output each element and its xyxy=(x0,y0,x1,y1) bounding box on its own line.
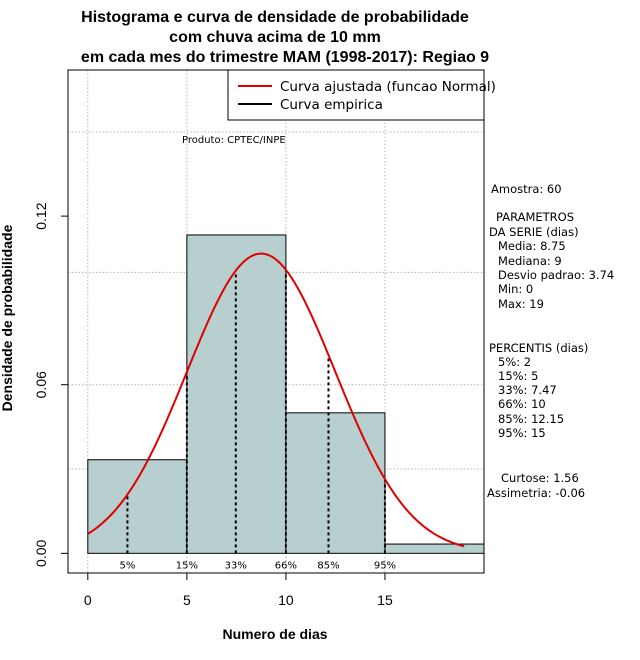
y-axis-label: Densidade de probabilidade xyxy=(0,224,15,411)
y-tick-label-2: 0.12 xyxy=(33,202,49,229)
stat-min: Min: 0 xyxy=(498,282,533,296)
producer-label: Produto: CPTEC/INPE xyxy=(182,135,286,146)
stat-perc-5: 5%: 2 xyxy=(498,355,531,369)
percentile-label-1: 15% xyxy=(176,560,198,571)
x-tick-label-2: 10 xyxy=(278,592,294,608)
stat-perc-95: 95%: 15 xyxy=(498,426,546,440)
legend-box xyxy=(227,69,485,121)
histogram-bar-2 xyxy=(285,412,386,554)
legend-fitted-label: Curva ajustada (funcao Normal) xyxy=(280,79,496,95)
chart-title-line-2: com chuva acima de 10 mm xyxy=(169,29,381,46)
x-tick-label-1: 5 xyxy=(183,592,191,608)
stat-desvio: Desvio padrao: 3.74 xyxy=(498,268,614,282)
stat-curtose: Curtose: 1.56 xyxy=(501,471,579,485)
histogram-bar-3 xyxy=(384,543,485,554)
stat-param-header-1: PARAMETROS xyxy=(496,210,574,224)
percentile-label-3: 66% xyxy=(275,560,297,571)
legend-empirical-label: Curva empirica xyxy=(280,97,383,113)
histogram-bar-0 xyxy=(87,459,188,554)
x-tick-label-0: 0 xyxy=(84,592,92,608)
stat-max: Max: 19 xyxy=(498,297,544,311)
stat-perc-33: 33%: 7.47 xyxy=(498,383,557,397)
stat-amostra: Amostra: 60 xyxy=(491,182,562,196)
stat-perc-85: 85%: 12.15 xyxy=(498,412,564,426)
percentile-label-4: 85% xyxy=(317,560,339,571)
fitted-normal-curve xyxy=(87,252,465,548)
percentile-label-2: 33% xyxy=(225,560,247,571)
fitted-curve-layer xyxy=(87,252,465,548)
stat-media: Media: 8.75 xyxy=(498,239,566,253)
stat-assimetria: Assimetria: -0.06 xyxy=(487,486,585,500)
stat-perc-header: PERCENTIS (dias) xyxy=(489,341,588,355)
chart-title-line-1: Histograma e curva de densidade de proba… xyxy=(81,9,469,26)
stat-perc-66: 66%: 10 xyxy=(498,397,546,411)
y-axis: 0.00 0.06 0.12 xyxy=(33,202,69,567)
x-axis-label: Numero de dias xyxy=(222,626,327,642)
stat-mediana: Mediana: 9 xyxy=(498,254,562,268)
y-tick-label-0: 0.00 xyxy=(33,539,49,566)
histogram-bars xyxy=(87,234,485,554)
percentile-label-0: 5% xyxy=(119,560,135,571)
y-tick-label-1: 0.06 xyxy=(33,371,49,398)
chart-title-line-3: em cada mes do trimestre MAM (1998-2017)… xyxy=(81,49,489,66)
stat-perc-15: 15%: 5 xyxy=(498,369,538,383)
stat-param-header-2: DA SERIE (dias) xyxy=(489,225,579,239)
x-axis: 0 5 10 15 xyxy=(84,572,393,608)
percentile-lines: 5% 15% 33% 66% 85% 95% xyxy=(119,269,396,571)
stats-panel: Amostra: 60 PARAMETROS DA SERIE (dias) M… xyxy=(487,182,614,500)
legend: Curva ajustada (funcao Normal) Curva emp… xyxy=(227,69,496,121)
percentile-label-5: 95% xyxy=(374,560,396,571)
x-tick-label-3: 15 xyxy=(377,592,393,608)
